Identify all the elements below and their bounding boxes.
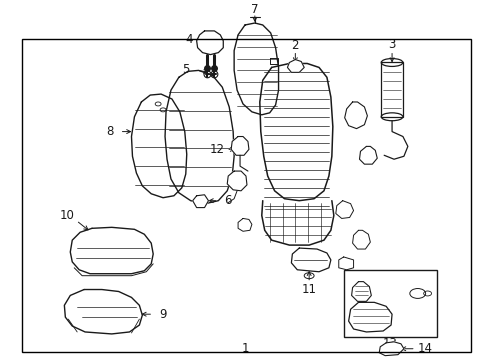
Polygon shape bbox=[234, 23, 278, 115]
Polygon shape bbox=[359, 147, 376, 164]
Bar bbox=[22, 39, 470, 351]
Text: 2: 2 bbox=[291, 39, 299, 52]
Polygon shape bbox=[227, 171, 246, 191]
Polygon shape bbox=[231, 136, 248, 155]
Polygon shape bbox=[64, 289, 142, 334]
Text: 1: 1 bbox=[241, 342, 248, 355]
Polygon shape bbox=[352, 230, 369, 249]
Bar bbox=[381, 63, 402, 117]
Text: 5: 5 bbox=[182, 63, 189, 76]
Polygon shape bbox=[287, 59, 304, 72]
Polygon shape bbox=[196, 31, 223, 55]
Polygon shape bbox=[192, 195, 208, 208]
Text: 13: 13 bbox=[382, 337, 397, 350]
Polygon shape bbox=[131, 94, 186, 198]
Text: 8: 8 bbox=[106, 125, 113, 138]
Text: 12: 12 bbox=[209, 143, 224, 156]
Text: 10: 10 bbox=[60, 209, 75, 222]
Bar bbox=[343, 270, 437, 337]
Text: 9: 9 bbox=[159, 308, 166, 321]
Text: 6: 6 bbox=[224, 194, 231, 207]
Polygon shape bbox=[351, 282, 370, 301]
Polygon shape bbox=[348, 302, 391, 332]
Text: 14: 14 bbox=[417, 342, 432, 355]
Polygon shape bbox=[335, 201, 353, 219]
Polygon shape bbox=[259, 63, 332, 201]
Text: 4: 4 bbox=[184, 33, 192, 46]
Text: 11: 11 bbox=[301, 283, 316, 296]
Text: 7: 7 bbox=[251, 3, 258, 16]
Polygon shape bbox=[379, 342, 403, 356]
Polygon shape bbox=[344, 102, 366, 129]
Text: 3: 3 bbox=[387, 38, 395, 51]
Polygon shape bbox=[165, 71, 234, 204]
Polygon shape bbox=[291, 248, 330, 272]
Polygon shape bbox=[338, 257, 353, 270]
Polygon shape bbox=[70, 227, 153, 274]
